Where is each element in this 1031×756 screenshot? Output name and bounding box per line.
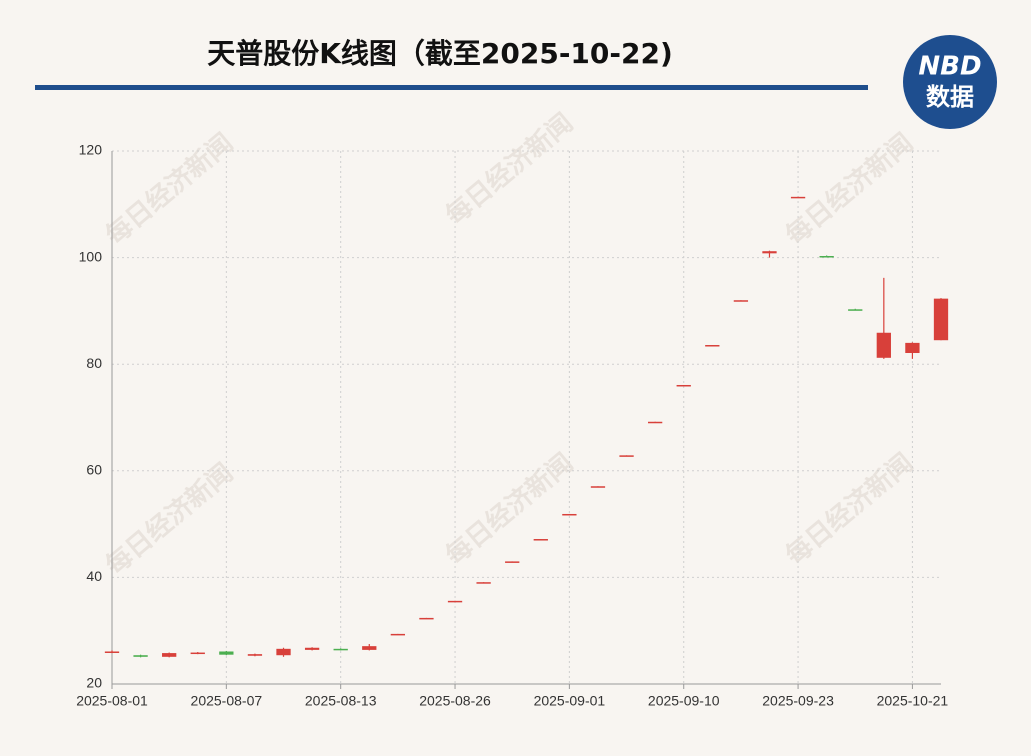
candle-body [133,655,148,657]
logo [903,35,997,129]
candle-body [705,345,720,347]
watermark: 每日经济新闻 [440,107,579,231]
candle-body [390,633,406,636]
watermark: 每日经济新闻 [100,127,239,251]
candle-body [476,582,491,584]
x-tick-label: 2025-08-13 [305,693,377,709]
candle-body [219,651,234,655]
candle-body [819,256,834,258]
candle-body [562,513,577,516]
candle-body [933,298,949,341]
y-tick-label: 120 [79,142,103,158]
y-tick-label: 80 [86,355,102,371]
x-tick-label: 2025-09-10 [648,693,720,709]
candle-body [247,654,263,656]
candle-body [676,384,691,387]
candle-body [447,600,463,603]
x-tick-label: 2025-09-01 [534,693,606,709]
candle-body [876,332,891,358]
candle-body [762,251,777,254]
candle-body [304,647,320,650]
x-tick-label: 2025-08-26 [419,693,491,709]
watermark: 每日经济新闻 [780,127,919,251]
y-tick-label: 40 [86,568,102,584]
watermark: 每日经济新闻 [780,447,919,571]
candle-body [419,617,434,620]
candle-body [590,486,606,488]
y-tick-label: 60 [86,462,102,478]
candle-body [333,648,348,651]
x-tick-label: 2025-08-07 [191,693,263,709]
candle-body [362,646,377,650]
candle-body [190,652,205,655]
candle-body [162,653,177,657]
candle-body [619,455,634,457]
title-rule [35,85,868,90]
candle-body [533,539,548,541]
candle-body [905,342,920,354]
logo-bottom: 数据 [926,83,974,111]
logo-top: NBD [918,52,981,82]
candle-body [848,309,863,311]
candle-body [647,421,663,424]
chart-title: 天普股份K线图（截至2025-10-22) [207,37,673,70]
watermark: 每日经济新闻 [100,457,239,581]
x-tick-label: 2025-08-01 [76,693,148,709]
candle-body [104,651,120,653]
candle-body [276,648,291,656]
candle-body [790,196,806,199]
x-tick-label: 2025-10-21 [877,693,949,709]
y-tick-label: 100 [79,248,103,264]
candle-body [733,300,749,302]
candle-body [505,561,520,563]
x-tick-label: 2025-09-23 [762,693,834,709]
watermark: 每日经济新闻 [440,447,579,571]
y-tick-label: 20 [86,675,102,691]
